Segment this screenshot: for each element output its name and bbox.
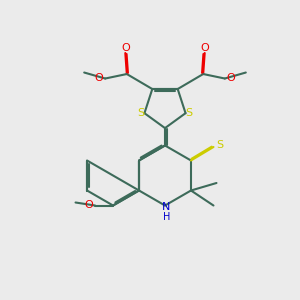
- Text: S: S: [137, 108, 144, 118]
- Text: O: O: [85, 200, 93, 210]
- Text: O: O: [95, 73, 103, 83]
- Text: O: O: [200, 43, 209, 52]
- Text: N: N: [162, 202, 171, 212]
- Text: S: S: [216, 140, 223, 151]
- Text: O: O: [121, 43, 130, 52]
- Text: O: O: [226, 73, 235, 83]
- Text: S: S: [186, 108, 193, 118]
- Text: H: H: [163, 212, 170, 223]
